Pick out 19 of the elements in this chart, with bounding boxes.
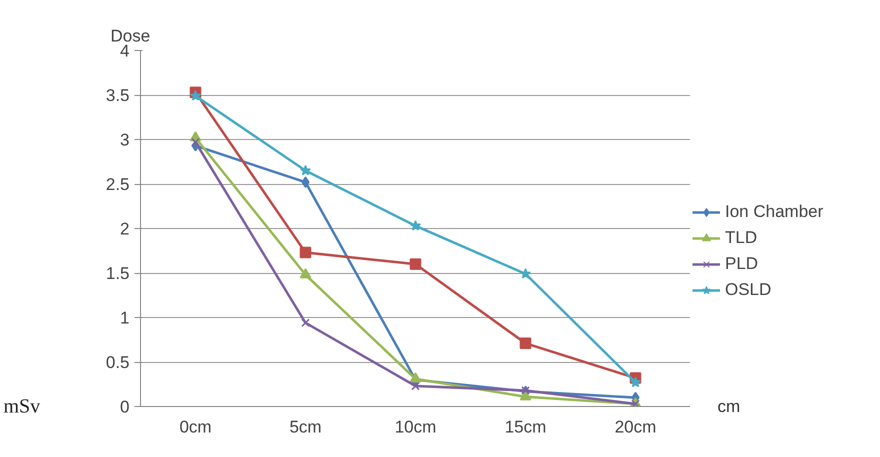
x-tick-label: 15cm xyxy=(504,418,546,436)
y-tick-label: 0 xyxy=(120,398,130,416)
x-tick-label: 20cm xyxy=(614,418,656,436)
text: mSv xyxy=(4,396,40,418)
x-tick-label: 10cm xyxy=(394,418,436,436)
y-tick-label: 0.5 xyxy=(106,353,130,372)
y-tick-label: 3.5 xyxy=(106,86,130,105)
y-tick-label: 1.5 xyxy=(106,264,130,283)
x-tick-label: 0cm xyxy=(179,418,212,436)
y-tick-label: 2 xyxy=(120,220,130,238)
legend-label: PLD xyxy=(725,254,758,274)
x-tick-label: 5cm xyxy=(289,418,322,436)
y-tick-label: 2.5 xyxy=(106,175,130,194)
y-tick-label: 3 xyxy=(120,130,130,150)
legend-label: Ion Chamber xyxy=(725,202,824,222)
legend-label: OSLD xyxy=(725,280,772,300)
x-axis-title: cm xyxy=(718,397,740,416)
y-tick-label: 1 xyxy=(120,308,130,328)
legend-label: TLD xyxy=(725,228,758,248)
